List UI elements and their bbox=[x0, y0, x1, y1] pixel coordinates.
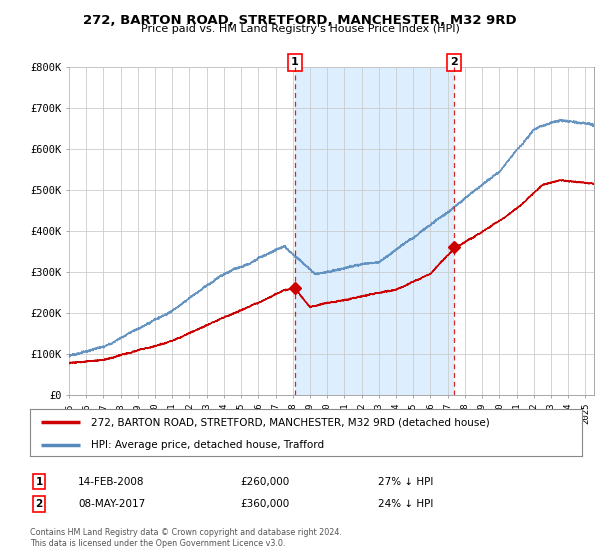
Text: 08-MAY-2017: 08-MAY-2017 bbox=[78, 499, 145, 509]
Text: 27% ↓ HPI: 27% ↓ HPI bbox=[378, 477, 433, 487]
Text: 272, BARTON ROAD, STRETFORD, MANCHESTER, M32 9RD: 272, BARTON ROAD, STRETFORD, MANCHESTER,… bbox=[83, 14, 517, 27]
Text: 1: 1 bbox=[291, 57, 299, 67]
Text: 24% ↓ HPI: 24% ↓ HPI bbox=[378, 499, 433, 509]
Text: £360,000: £360,000 bbox=[240, 499, 289, 509]
Text: HPI: Average price, detached house, Trafford: HPI: Average price, detached house, Traf… bbox=[91, 440, 324, 450]
Text: 272, BARTON ROAD, STRETFORD, MANCHESTER, M32 9RD (detached house): 272, BARTON ROAD, STRETFORD, MANCHESTER,… bbox=[91, 417, 490, 427]
Text: 1: 1 bbox=[35, 477, 43, 487]
Text: Contains HM Land Registry data © Crown copyright and database right 2024.
This d: Contains HM Land Registry data © Crown c… bbox=[30, 528, 342, 548]
Text: 2: 2 bbox=[35, 499, 43, 509]
Text: 2: 2 bbox=[450, 57, 458, 67]
Text: £260,000: £260,000 bbox=[240, 477, 289, 487]
Text: 14-FEB-2008: 14-FEB-2008 bbox=[78, 477, 145, 487]
Text: Price paid vs. HM Land Registry's House Price Index (HPI): Price paid vs. HM Land Registry's House … bbox=[140, 24, 460, 34]
Bar bbox=[295, 67, 454, 395]
